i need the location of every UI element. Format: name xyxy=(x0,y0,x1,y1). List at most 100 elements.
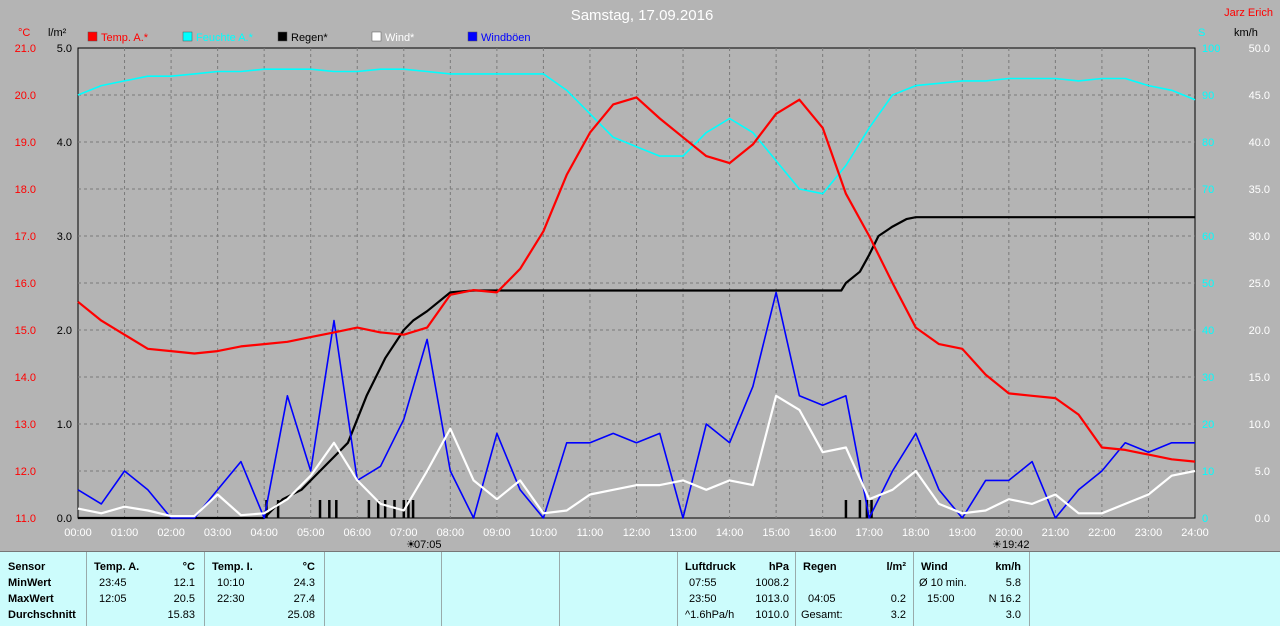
legend-label: Temp. A.* xyxy=(101,32,149,44)
sunset-icon: ☀ xyxy=(992,539,1002,551)
temp-a-avg: 15.83 xyxy=(167,609,195,621)
humidity-tick-label: 0 xyxy=(1202,513,1208,525)
temp-tick-label: 11.0 xyxy=(15,513,36,525)
humidity-tick-label: 60 xyxy=(1202,231,1214,243)
temp-i-title: Temp. I. xyxy=(212,561,253,573)
series-line-wind-2 xyxy=(77,291,1195,519)
pressure-max: 1013.0 xyxy=(755,593,789,605)
rain-total-label: Gesamt: xyxy=(801,609,843,621)
wind-daily-avg: 3.0 xyxy=(1005,609,1021,621)
temp-tick-label: 18.0 xyxy=(15,184,36,196)
temp-i-avg: 25.08 xyxy=(287,609,315,621)
wind-avg: 5.8 xyxy=(1005,577,1021,589)
stats-col-empty-1 xyxy=(325,552,442,626)
legend-label: Feuchte A.* xyxy=(196,32,254,44)
x-tick-label: 16:00 xyxy=(809,527,837,539)
wind-unit-label: km/h xyxy=(1234,27,1258,39)
wind-tick-label: 20.0 xyxy=(1249,325,1270,337)
stats-panel: Sensor MinWert MaxWert Durchschnitt Temp… xyxy=(0,551,1280,626)
x-tick-label: 04:00 xyxy=(250,527,278,539)
wind-tick-label: 30.0 xyxy=(1249,231,1270,243)
rain-max-time: 04:05 xyxy=(808,593,836,605)
rain-tick-label: 0.0 xyxy=(57,513,72,525)
temp-i-max: 27.4 xyxy=(293,593,315,605)
humidity-tick-label: 30 xyxy=(1202,372,1214,384)
humidity-tick-label: 90 xyxy=(1202,90,1214,102)
temp-tick-label: 16.0 xyxy=(15,278,36,290)
rain-max: 0.2 xyxy=(890,593,906,605)
rain-tick-label: 3.0 xyxy=(57,231,72,243)
sunrise-icon: ☀ xyxy=(406,539,416,551)
wind-unit: km/h xyxy=(995,561,1021,573)
wind-tick-label: 10.0 xyxy=(1249,419,1270,431)
weather-chart: 00:00 01:00 02:00 03:00 04:00 05:00 06:00 07:00… xyxy=(14,7,1273,551)
wind-avg-label: Ø 10 min. xyxy=(919,577,967,589)
stats-col-empty-2 xyxy=(442,552,560,626)
grid xyxy=(77,47,1196,519)
series-line-rain-1 xyxy=(78,216,1195,520)
legend-swatch xyxy=(87,31,98,42)
x-tick-label: 17:00 xyxy=(855,527,883,539)
pressure-max-time: 23:50 xyxy=(689,593,717,605)
x-tick-label: 03:00 xyxy=(204,527,232,539)
x-tick-label: 12:00 xyxy=(623,527,651,539)
wind-tick-label: 5.0 xyxy=(1255,466,1270,478)
temp-tick-label: 19.0 xyxy=(15,137,36,149)
wind-title: Wind xyxy=(921,561,948,573)
x-tick-label: 00:00 xyxy=(64,527,92,539)
wind-tick-label: 40.0 xyxy=(1249,137,1270,149)
sensor-header: Sensor xyxy=(8,561,46,573)
legend-label: Regen* xyxy=(291,32,328,44)
pressure-min-time: 07:55 xyxy=(689,577,717,589)
wind-tick-label: 15.0 xyxy=(1249,372,1270,384)
pressure-avg: 1010.0 xyxy=(755,609,789,621)
row-label-max: MaxWert xyxy=(8,593,54,605)
humidity-tick-label: 80 xyxy=(1202,137,1214,149)
stats-col-pressure: Luftdruck hPa 07:55 1008.2 23:50 1013.0 … xyxy=(678,552,796,626)
x-tick-label: 18:00 xyxy=(902,527,930,539)
x-tick-label: 09:00 xyxy=(483,527,511,539)
wind-tick-label: 50.0 xyxy=(1249,43,1270,55)
legend-swatch xyxy=(371,31,382,42)
x-tick-label: 23:00 xyxy=(1135,527,1163,539)
stats-col-temp-i: Temp. I. °C 10:10 24.3 22:30 27.4 25.08 xyxy=(205,552,325,626)
x-tick-label: 20:00 xyxy=(995,527,1023,539)
temp-a-unit: °C xyxy=(182,561,195,573)
x-tick-label: 06:00 xyxy=(343,527,371,539)
temp-unit-label: °C xyxy=(18,27,30,39)
pressure-unit-label: S xyxy=(1198,27,1205,39)
rain-tick-label: 2.0 xyxy=(57,325,72,337)
stats-col-wind: Wind km/h Ø 10 min. 5.8 15:00 N 16.2 3.0 xyxy=(914,552,1030,626)
x-tick-label: 15:00 xyxy=(762,527,790,539)
wind-tick-label: 35.0 xyxy=(1249,184,1270,196)
temp-a-max-time: 12:05 xyxy=(99,593,127,605)
sunset-time: 19:42 xyxy=(1002,539,1030,551)
stats-col-temp-a: Temp. A. °C 23:45 12.1 12:05 20.5 15.83 xyxy=(87,552,205,626)
humidity-tick-label: 70 xyxy=(1202,184,1214,196)
rain-unit: l/m² xyxy=(886,561,906,573)
temp-i-min-time: 10:10 xyxy=(217,577,245,589)
x-tick-label: 19:00 xyxy=(949,527,977,539)
legend-swatch xyxy=(182,31,193,42)
humidity-tick-label: 10 xyxy=(1202,466,1214,478)
x-tick-label: 01:00 xyxy=(111,527,139,539)
legend-label: Wind* xyxy=(385,32,415,44)
temp-a-title: Temp. A. xyxy=(94,561,140,573)
stats-col-sensor: Sensor MinWert MaxWert Durchschnitt xyxy=(0,552,87,626)
temp-tick-label: 21.0 xyxy=(15,43,36,55)
rain-tick-label: 5.0 xyxy=(57,43,72,55)
rain-title: Regen xyxy=(803,561,837,573)
temp-i-min: 24.3 xyxy=(293,577,315,589)
humidity-tick-label: 20 xyxy=(1202,419,1214,431)
sunrise-time: 07:05 xyxy=(414,539,442,551)
wind-max: N 16.2 xyxy=(988,593,1021,605)
x-tick-label: 21:00 xyxy=(1042,527,1070,539)
series-line-temp-4 xyxy=(77,96,1196,463)
x-tick-label: 22:00 xyxy=(1088,527,1116,539)
temp-a-max: 20.5 xyxy=(173,593,195,605)
author-label: Jarz Erich xyxy=(1224,7,1273,19)
legend: Temp. A.* Feuchte A.* Regen* Wind* Windböen xyxy=(87,31,531,44)
x-tick-label: 02:00 xyxy=(157,527,185,539)
chart-title: Samstag, 17.09.2016 xyxy=(571,7,714,24)
temp-i-unit: °C xyxy=(302,561,315,573)
